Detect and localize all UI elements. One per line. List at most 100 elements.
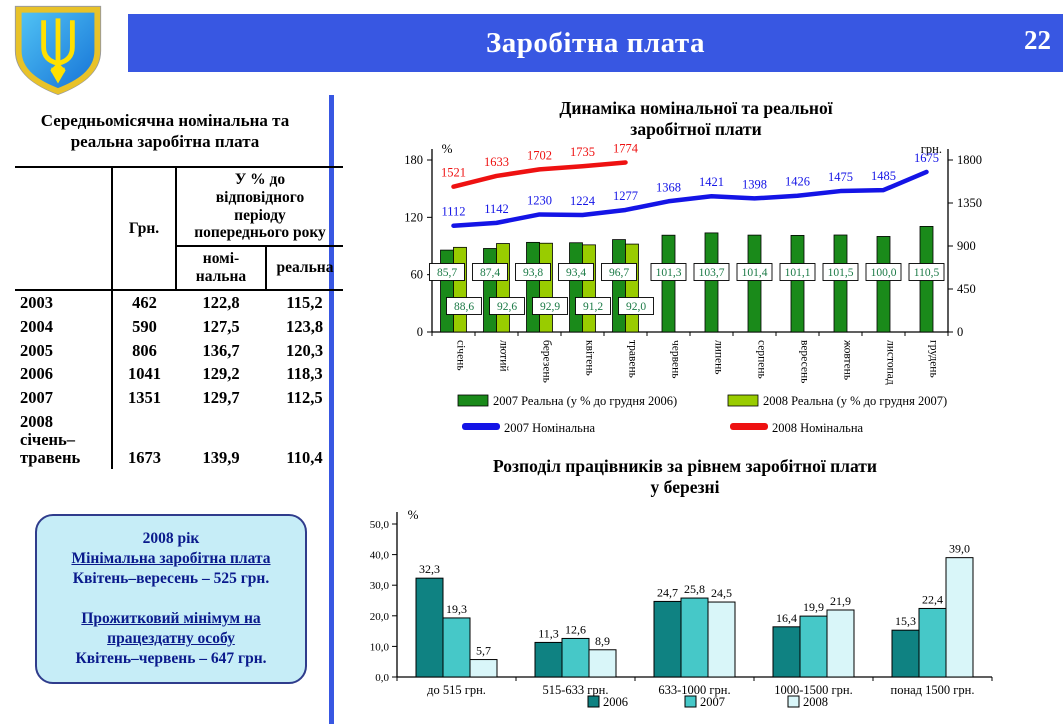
table-row: 2003 462 122,8 115,2 [15,289,343,315]
bar-value-label: 91,2 [583,301,603,313]
table-row: 2006 1041 129,2 118,3 [15,362,343,387]
bar-label-box [446,296,482,315]
legend-swatch-2006 [587,695,600,708]
cell-real: 110,4 [286,447,323,467]
bar-value-label: 32,3 [419,562,440,576]
month-label: червень [670,340,682,379]
line-value-label: 1112 [441,204,465,218]
line-nominal-2008 [451,159,628,189]
bar-label-box [601,262,637,281]
bar-value-label: 16,4 [776,611,797,625]
bar-real-2008 [453,246,467,333]
month-label: січень [455,340,467,371]
bar-label-box [865,262,902,281]
bar-label-box [558,262,594,281]
right-tick-label: 450 [957,282,976,296]
y-tick-label: 10,0 [370,641,390,653]
y-tick-label: 0,0 [375,672,389,684]
cell-nominal: 139,9 [202,447,240,467]
bar-real-2008 [496,242,510,333]
bar-value-label: 103,7 [699,267,725,279]
line-value-label: 1735 [570,145,595,159]
bar-real-2008 [539,242,553,333]
line-value-label: 1142 [484,202,509,216]
bar-label-box [693,262,730,281]
line-value-label: 1224 [570,194,596,208]
bar-label-box [429,262,465,281]
info-box: 2008 рік Мінімальна заробітна плата Квітен… [35,514,307,684]
category-label: 633-1000 грн. [658,683,730,697]
month-label: жовтень [842,339,854,380]
legend-label-real-2007: 2007 Реальна (у % до грудня 2006) [493,394,677,408]
bar-2006 [653,600,682,678]
cell-grn: 806 [132,340,157,360]
table-row: 2008 січень– травень 1673 139,9 110,4 [15,409,343,470]
info-box-line: Квітень–червень – 647 грн. [75,650,267,668]
category-label: до 515 грн. [427,683,486,697]
bar-value-label: 39,0 [949,541,970,555]
chart-shape [41,18,75,73]
bar-real-2007 [661,234,676,333]
bar-value-label: 24,7 [657,585,678,599]
col-header-grn: Грн. [112,167,177,291]
bar-value-label: 101,5 [828,267,854,279]
cell-grn: 462 [132,292,157,312]
bar-real-2007 [483,247,497,333]
line-value-label: 1675 [914,151,939,165]
bar-label-box [822,262,859,281]
info-box-line: Прожитковий мінімум на працездатну особу [81,610,261,648]
bar-2007 [442,617,471,678]
right-axis-unit: грн. [921,142,942,156]
cell-nominal: 129,7 [202,388,240,408]
bar-label-box [908,262,945,281]
legend-swatch-2007 [684,695,697,708]
info-box-line: Квітень–вересень – 525 грн. [72,569,270,587]
header-bar: Заробітна плата 22 [128,14,1063,72]
y-axis-unit: % [408,507,419,522]
bar-label-box [618,296,654,315]
col-header-nominal: номі- нальна [176,246,267,291]
bar-value-label: 21,9 [830,594,851,608]
legend-swatch-real-2008 [727,394,759,407]
bar-2007 [561,637,590,678]
legend-label-real-2008: 2008 Реальна (у % до грудня 2007) [763,394,947,408]
bar-real-2007 [612,238,626,333]
bar-value-label: 24,5 [711,586,732,600]
cell-year: 2004 [15,314,113,339]
right-tick-label: 1350 [957,196,982,210]
line-value-label: 1633 [484,155,509,169]
bar-real-2008 [582,244,596,333]
left-tick-label: 120 [404,210,423,224]
right-tick-label: 1800 [957,153,982,167]
table-row: 2005 806 136,7 120,3 [15,338,343,363]
dynamics-chart: Динаміка номінальної та реальної заробіт… [386,98,1061,446]
bar-2006 [534,641,563,678]
bar-label-box [472,262,508,281]
salary-table: Грн. У % до відповідного періоду поперед… [15,166,343,470]
vertical-divider [329,95,334,724]
month-label: травень [627,340,639,378]
dynamics-chart-title: Динаміка номінальної та реальної заробіт… [559,98,833,140]
salary-table-body: 2003 462 122,8 115,2 2004 590 127,5 123,8 2005 80… [15,289,343,470]
bar-real-2007 [704,232,719,333]
bar-2008 [588,648,617,678]
cell-real: 112,5 [286,388,323,408]
legend-label-nominal-2008: 2008 Номінальна [772,421,864,435]
bar-value-label: 8,9 [595,633,610,647]
bar-2006 [772,626,801,678]
bar-label-box [779,262,816,281]
bar-value-label: 15,3 [895,614,916,628]
month-label: листопад [885,340,897,385]
dynamics-chart-canvas: 0 60 120 180% 0 450 900 1350 1800 грн. січень лютий… [404,141,982,435]
coat-of-arms-icon [14,5,102,95]
bar-label-box [515,262,551,281]
bar-value-label: 88,6 [454,301,474,313]
cell-real: 123,8 [285,316,324,336]
right-tick-label: 0 [957,325,963,339]
cell-grn: 1673 [128,447,161,467]
table-subheader-row: номі- нальна реальна [15,246,343,291]
left-tick-label: 0 [417,325,423,339]
month-label: серпень [756,340,768,379]
month-label: квітень [584,340,596,376]
